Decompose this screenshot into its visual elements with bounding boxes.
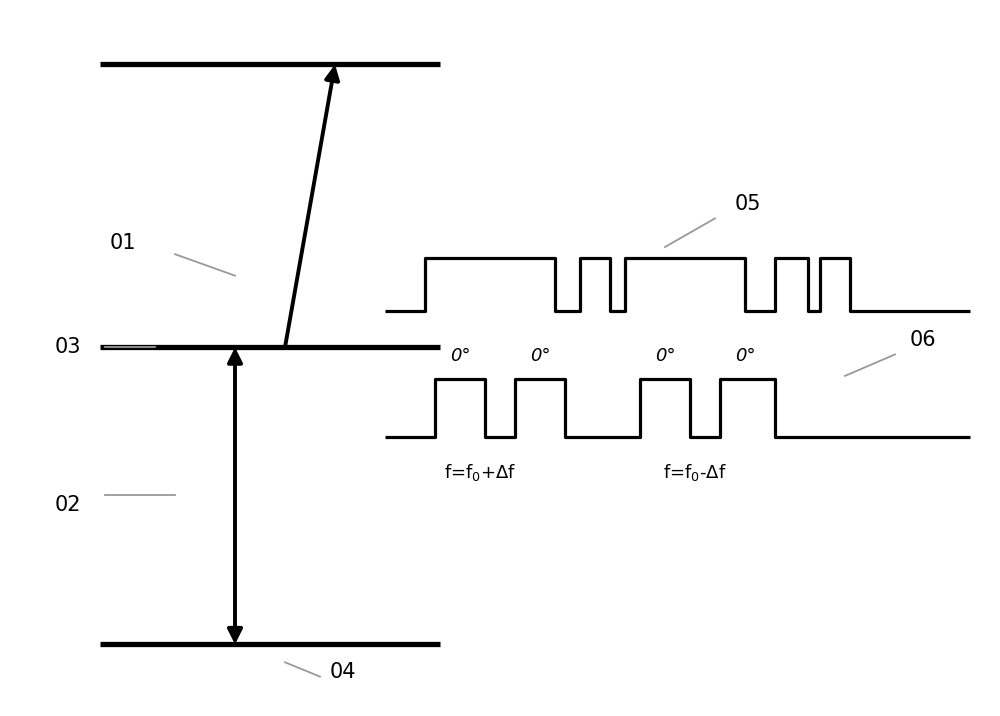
Text: 06: 06 xyxy=(910,330,937,350)
Text: 05: 05 xyxy=(735,194,762,214)
Text: 02: 02 xyxy=(55,495,82,515)
Text: 0°: 0° xyxy=(530,347,550,365)
Text: 03: 03 xyxy=(55,337,82,357)
Text: 04: 04 xyxy=(330,662,356,682)
Text: 01: 01 xyxy=(110,233,136,253)
Text: 0°: 0° xyxy=(450,347,470,365)
Text: f=f$_0$-$\Delta$f: f=f$_0$-$\Delta$f xyxy=(663,462,727,483)
Text: 0°: 0° xyxy=(735,347,755,365)
Text: 0°: 0° xyxy=(655,347,675,365)
Text: f=f$_0$+$\Delta$f: f=f$_0$+$\Delta$f xyxy=(444,462,516,483)
